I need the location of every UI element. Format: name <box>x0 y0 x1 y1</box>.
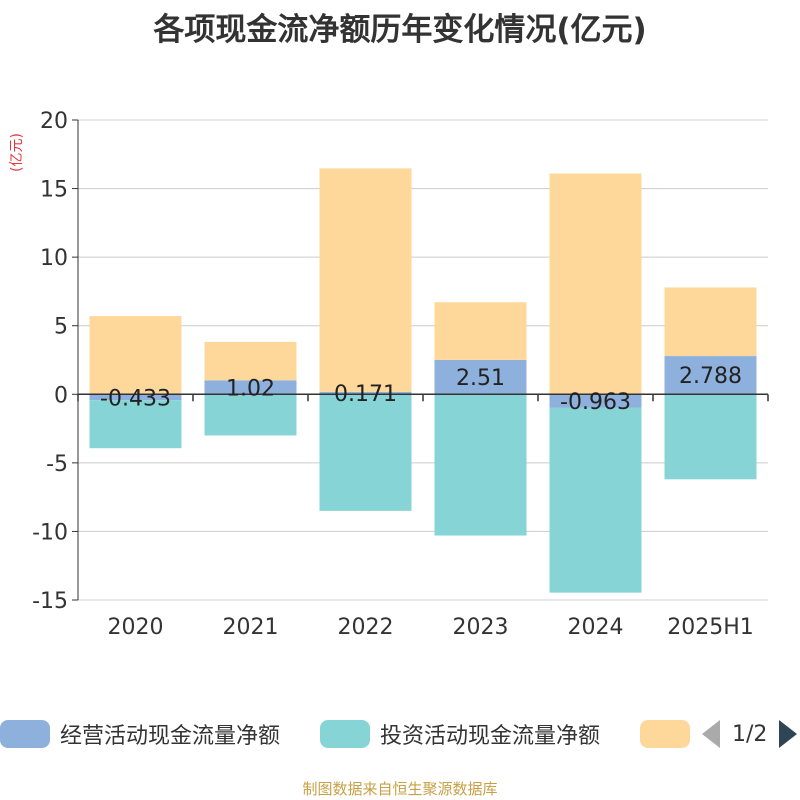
bar-segment-1[interactable] <box>89 394 182 401</box>
legend-next-icon[interactable] <box>779 720 798 748</box>
legend-item-operating[interactable]: 经营活动现金流量净额 <box>0 716 280 752</box>
data-label: -0.963 <box>560 390 631 415</box>
bar-segment-2[interactable] <box>549 407 642 593</box>
y-tick-label: 5 <box>54 315 68 340</box>
legend-prev-icon[interactable] <box>702 720 720 748</box>
x-tick-label: 2022 <box>338 615 394 640</box>
bar-segment-3[interactable] <box>434 302 527 360</box>
data-label: 2.51 <box>456 366 505 391</box>
bar-segment-1[interactable] <box>434 359 527 395</box>
data-source-footer: 制图数据来自恒生聚源数据库 <box>302 780 498 798</box>
legend-swatch <box>0 720 50 748</box>
bar-segment-2[interactable] <box>204 394 297 436</box>
legend-swatch <box>320 720 370 748</box>
bar-chart: 20 15 10 5 0 -5 -10 -15 -0.433 1.02 0.171 2.51 -0.96… <box>32 109 769 640</box>
x-tick-label: 2025H1 <box>667 615 754 640</box>
x-tick-label: 2024 <box>568 615 624 640</box>
y-tick-label: 10 <box>40 246 68 271</box>
x-tick-label: 2021 <box>223 615 279 640</box>
legend-item-financing[interactable] <box>640 716 690 752</box>
x-tick-label: 2023 <box>453 615 509 640</box>
bar-segment-2[interactable] <box>319 394 412 511</box>
data-label: 0.171 <box>334 382 397 407</box>
bar-segment-1[interactable] <box>319 391 412 395</box>
data-label: 2.788 <box>679 364 742 389</box>
legend-label: 投资活动现金流量净额 <box>380 724 601 749</box>
legend-page-number: 1/2 <box>732 721 768 747</box>
bar-segment-3[interactable] <box>549 173 642 395</box>
y-tick-label: -10 <box>32 520 68 545</box>
bar-segment-1[interactable] <box>549 394 642 408</box>
legend-label: 经营活动现金流量净额 <box>60 724 281 749</box>
data-label: -0.433 <box>100 386 171 411</box>
bar-segment-2[interactable] <box>434 394 527 536</box>
legend-pager: 1/2 <box>702 716 798 752</box>
bar-segment-2[interactable] <box>664 394 757 480</box>
chart-title: 各项现金流净额历年变化情况(亿元) <box>153 12 647 48</box>
bar-segment-3[interactable] <box>204 341 297 381</box>
y-tick-label: 15 <box>40 178 68 203</box>
bar-segment-3[interactable] <box>664 287 757 357</box>
bar-segment-1[interactable] <box>664 356 757 395</box>
bar-segment-3[interactable] <box>319 168 412 392</box>
bar-segment-3[interactable] <box>89 316 182 395</box>
data-label: 1.02 <box>226 376 275 401</box>
bar-segment-1[interactable] <box>204 380 297 395</box>
x-tick-label: 2020 <box>108 615 164 640</box>
legend: 经营活动现金流量净额 投资活动现金流量净额 1/2 <box>0 716 800 752</box>
y-tick-label: 0 <box>54 383 68 408</box>
bar-segment-2[interactable] <box>89 400 182 449</box>
y-tick-label: 20 <box>40 109 68 134</box>
y-tick-label: -5 <box>46 452 68 477</box>
legend-item-investing[interactable]: 投资活动现金流量净额 <box>320 716 600 752</box>
y-tick-label: -15 <box>32 589 68 614</box>
legend-swatch <box>640 720 690 748</box>
